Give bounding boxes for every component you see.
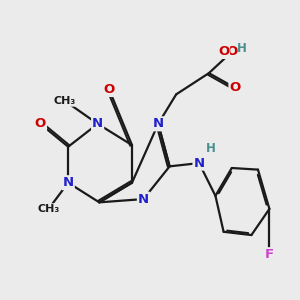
Text: CH₃: CH₃ <box>38 204 60 214</box>
Text: F: F <box>265 248 274 261</box>
Text: O: O <box>230 81 241 94</box>
Text: O: O <box>35 117 46 130</box>
Text: N: N <box>153 117 164 130</box>
Text: H: H <box>206 142 215 155</box>
Text: N: N <box>63 176 74 189</box>
Text: O: O <box>218 45 230 58</box>
Text: H: H <box>237 42 247 56</box>
Text: N: N <box>138 193 149 206</box>
Text: N: N <box>194 157 205 169</box>
Text: O: O <box>103 83 115 96</box>
Text: N: N <box>92 117 103 130</box>
Text: O: O <box>226 45 237 58</box>
Text: CH₃: CH₃ <box>54 96 76 106</box>
